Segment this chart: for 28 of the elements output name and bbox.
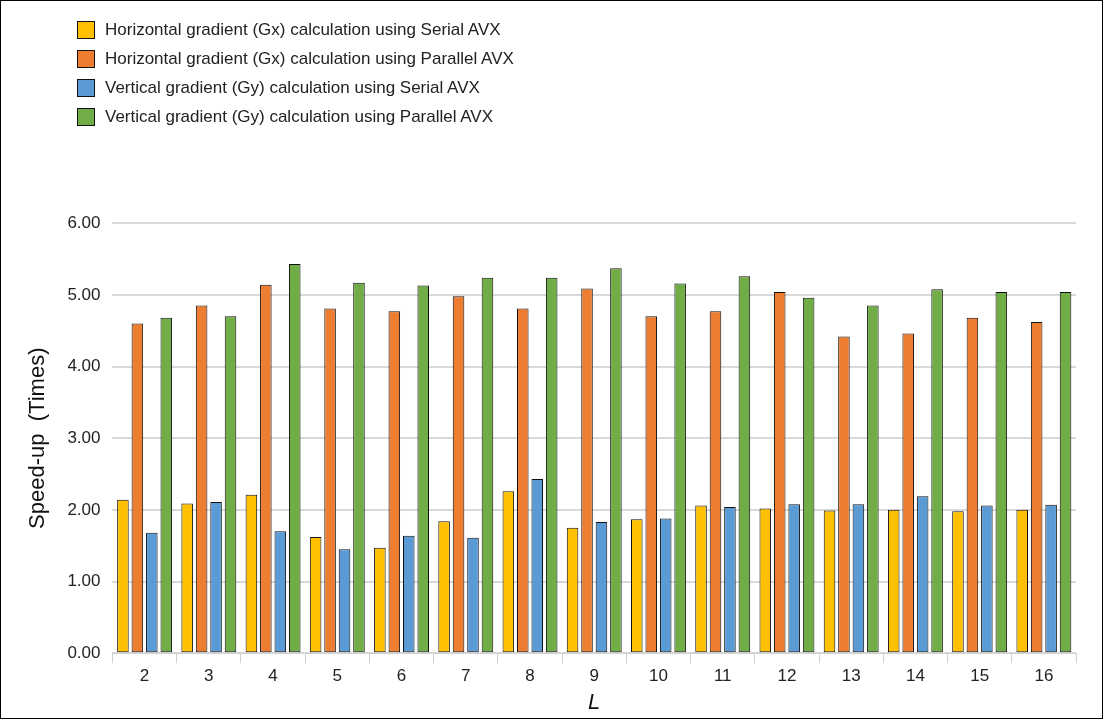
x-tick-label: 8 bbox=[525, 666, 535, 686]
x-tick-label: 15 bbox=[970, 666, 990, 686]
y-tick-label: 4.00 bbox=[67, 356, 101, 376]
legend-label: Vertical gradient (Gy) calculation using Parallel AVX bbox=[105, 106, 494, 127]
x-axis-title: L bbox=[588, 688, 601, 714]
legend-label: Horizontal gradient (Gx) calculation using Parallel AVX bbox=[105, 48, 514, 69]
x-tick-label: 11 bbox=[713, 666, 732, 686]
x-tick-label: 13 bbox=[841, 666, 861, 686]
x-tick-label: 5 bbox=[332, 666, 343, 686]
y-tick-label: 5.00 bbox=[67, 284, 101, 304]
y-axis-title: Speed-up (Times) bbox=[24, 347, 50, 529]
legend-label: Vertical gradient (Gy) calculation using Serial AVX bbox=[105, 77, 480, 98]
y-tick-label: 2.00 bbox=[67, 499, 101, 519]
y-tick-label: 6.00 bbox=[67, 212, 101, 232]
y-tick-label: 0.00 bbox=[67, 642, 101, 662]
x-tick-label: 7 bbox=[461, 666, 471, 686]
x-tick-label: 14 bbox=[905, 666, 925, 686]
x-tick-label: 16 bbox=[1034, 666, 1054, 686]
x-tick-label: 4 bbox=[268, 666, 278, 686]
x-tick-label: 2 bbox=[139, 666, 150, 686]
x-tick-label: 3 bbox=[204, 666, 214, 686]
y-tick-label: 1.00 bbox=[67, 571, 101, 591]
x-tick-label: 6 bbox=[396, 666, 407, 686]
x-tick-label: 10 bbox=[649, 666, 668, 686]
x-tick-label: 12 bbox=[777, 666, 797, 686]
x-tick-label: 9 bbox=[589, 666, 599, 686]
legend-label: Horizontal gradient (Gx) calculation using Serial AVX bbox=[105, 19, 501, 40]
y-tick-label: 3.00 bbox=[67, 427, 101, 447]
